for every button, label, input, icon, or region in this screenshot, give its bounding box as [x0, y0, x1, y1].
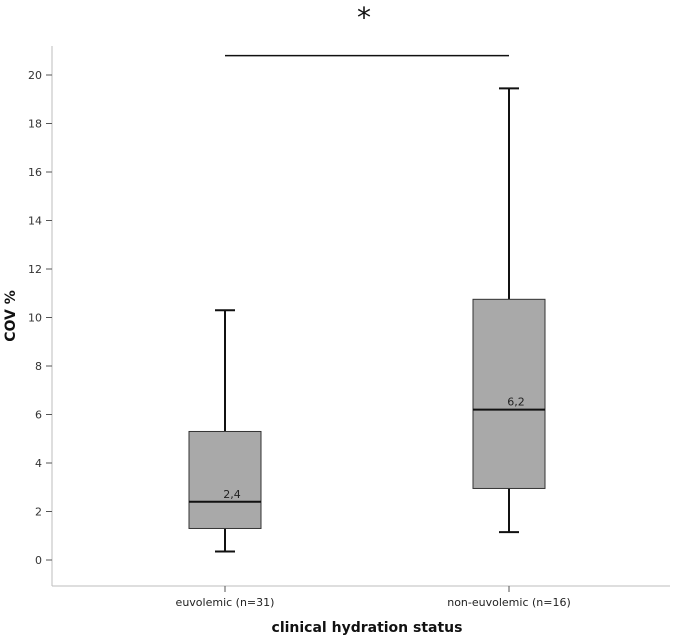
- y-tick-label: 10: [28, 312, 42, 325]
- y-tick-label: 4: [35, 457, 42, 470]
- x-axis-title: clinical hydration status: [272, 620, 463, 636]
- y-tick-label: 8: [35, 360, 42, 373]
- y-tick-label: 12: [28, 263, 42, 276]
- boxes: 2,4 6,2: [188, 87, 546, 553]
- axes-frame: [51, 46, 670, 587]
- significance-marker: *: [357, 1, 371, 34]
- x-tick-label: euvolemic (n=31): [176, 596, 275, 609]
- y-axis-ticks: 0 2 4 6 8 10 12 14 16 18 20: [28, 69, 52, 567]
- median-label: 6,2: [507, 396, 525, 409]
- x-axis-ticks: euvolemic (n=31) non-euvolemic (n=16): [176, 586, 571, 609]
- y-tick-label: 14: [28, 215, 42, 228]
- box-group: 2,4: [188, 309, 262, 553]
- y-tick-label: 20: [28, 69, 42, 82]
- median-label: 2,4: [223, 488, 241, 501]
- iqr-box: [472, 298, 546, 489]
- y-axis-title: COV %: [3, 290, 19, 342]
- y-tick-label: 2: [35, 506, 42, 519]
- y-tick-label: 0: [35, 554, 42, 567]
- box-group: 6,2: [472, 87, 546, 534]
- y-tick-label: 18: [28, 118, 42, 131]
- significance-annotation: *: [225, 1, 509, 57]
- x-tick-label: non-euvolemic (n=16): [447, 596, 571, 609]
- y-tick-label: 6: [35, 409, 42, 422]
- iqr-box: [188, 430, 262, 529]
- y-tick-label: 16: [28, 166, 42, 179]
